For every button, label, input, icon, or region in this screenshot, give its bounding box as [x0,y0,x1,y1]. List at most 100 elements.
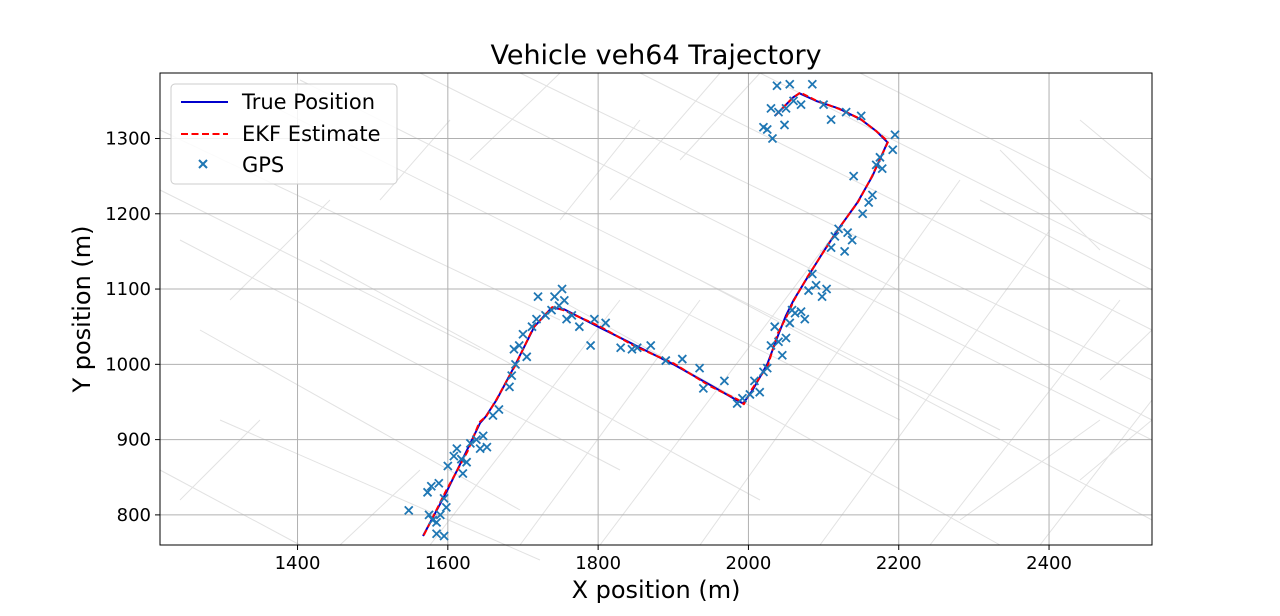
gps-point [549,291,560,302]
gps-point [465,438,476,449]
street-line [469,72,561,161]
gps-point [888,145,898,155]
gps-point [781,103,791,114]
street-line [159,469,301,546]
gps-point [694,363,705,373]
x-tick-label: 2200 [876,553,922,574]
gps-point [766,103,776,114]
street-line [1099,329,1153,381]
axis-ticks: 1400 1600 1800 2000 2200 2400 800 900 1000 1100 12… [105,128,1072,574]
gps-point [509,344,519,354]
gps-point [439,531,449,541]
gps-point [890,130,900,140]
legend-box [170,83,398,185]
street-line [429,299,621,546]
gps-point [426,481,436,491]
x-tick-label: 1800 [575,553,621,574]
gps-point [767,133,778,144]
gps-point [434,478,444,488]
street-line [699,179,961,546]
gps-point [864,197,874,208]
gps-point [589,314,600,324]
gps-point [404,505,414,516]
gps-point [561,314,572,324]
gps-point [531,314,542,324]
street-line [159,189,481,351]
street-line [379,119,451,201]
street-line [229,199,331,301]
y-axis-label: Y position (m) [68,225,96,393]
gps-point [646,340,656,351]
legend-true-position-label: True Position [241,90,375,114]
gps-point [849,171,859,181]
gps-point [773,107,784,117]
gps-point [514,340,524,351]
gps-point [698,383,708,394]
gps-point [601,318,611,328]
street-line [819,229,1051,546]
gps-point [719,376,730,386]
y-tick-label: 1100 [105,279,151,300]
gps-point [796,99,806,110]
legend: True Position EKF Estimate GPS [170,83,398,185]
gps-point [424,510,434,520]
street-line [639,72,1153,331]
legend-gps-label: GPS [242,153,284,177]
gps-point [475,444,485,454]
gps-point [788,96,799,106]
street-line [179,239,621,471]
street-line [859,72,1153,221]
gps-point [522,352,532,362]
gps-point [779,120,790,130]
gps-point [766,340,776,351]
y-tick-label: 1200 [105,204,151,225]
street-line [819,249,1153,421]
gps-point [546,305,557,315]
gps-point [877,163,887,174]
gps-point [817,291,827,302]
x-axis-label: X position (m) [572,576,741,604]
gps-point [785,79,795,89]
gps-point [482,442,492,452]
gps-point [811,280,821,290]
gps-point [449,451,459,461]
gps-point [527,322,537,332]
gps-point [807,79,817,89]
gps-point [461,457,472,467]
gps-point [807,269,817,279]
gps-point [785,318,795,328]
gps-point [616,343,626,353]
gps-point [826,243,836,253]
street-line [609,72,721,201]
gps-point [574,322,584,332]
street-line [599,199,861,546]
gps-point [833,224,844,234]
plot-frame [159,72,1153,546]
gps-point [441,502,451,512]
gps-point [557,284,567,294]
gps-point [867,190,878,200]
street-line [179,419,261,501]
gps-point [770,322,780,332]
x-tick-label: 1400 [275,553,321,574]
gps-point [585,340,596,351]
legend-gps-marker [198,159,208,169]
gps-point [758,122,769,132]
gps-point [839,246,850,257]
gps-point [443,461,453,471]
street-line [1079,119,1153,181]
street-line [929,299,1121,546]
gps-point [772,81,782,91]
gps-point [632,343,642,353]
gps-point [533,291,543,302]
gps-point [478,431,488,441]
gps-point [847,235,857,245]
gps-point [745,389,755,400]
gps-point [677,354,687,364]
gps-point [458,468,468,479]
gps-point [737,393,748,403]
gps-point [858,209,868,219]
gps-point [773,337,784,347]
chart-title: Vehicle veh64 Trajectory [490,40,821,71]
